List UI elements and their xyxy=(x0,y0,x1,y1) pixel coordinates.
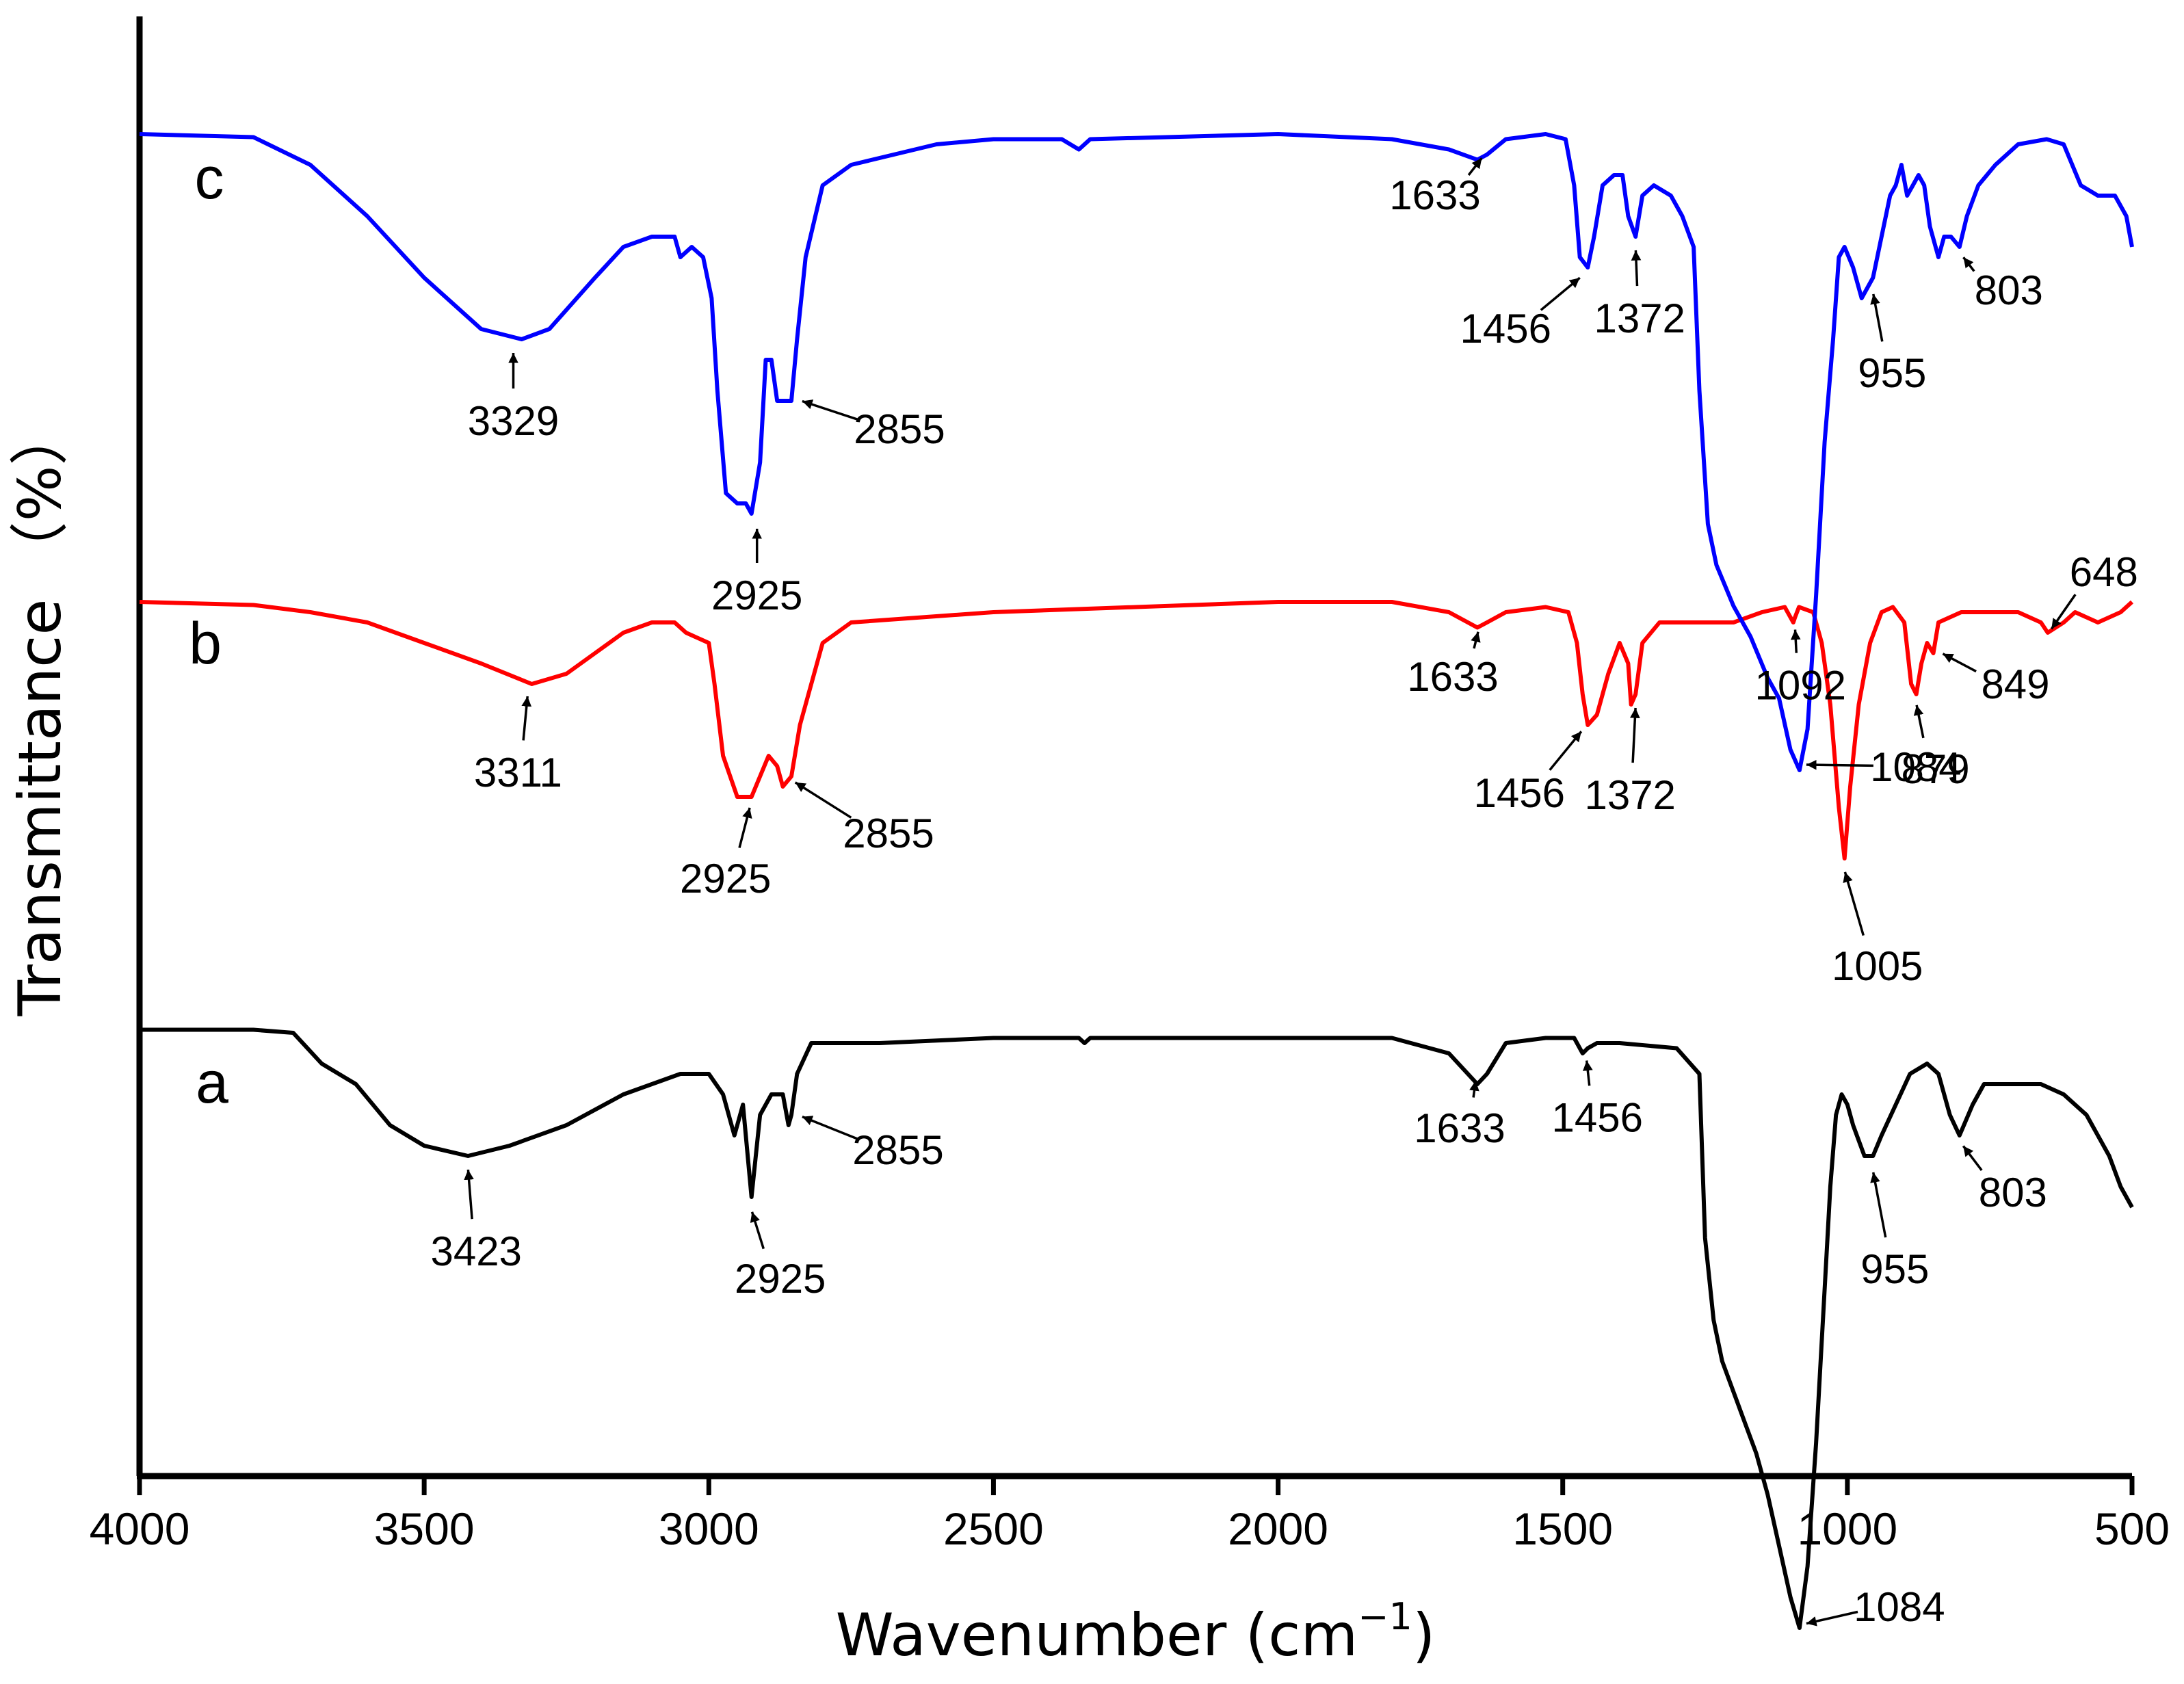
annotation-label: 3311 xyxy=(474,750,562,795)
x-tick-label: 4000 xyxy=(90,1503,190,1554)
x-tick-label: 2000 xyxy=(1228,1503,1328,1554)
annotation-arrow xyxy=(1790,629,1801,653)
y-axis-title: Transmittance （%） xyxy=(6,407,75,1017)
x-ticks: 4000 3500 3000 2500 2000 1500 1000 500 xyxy=(90,1476,2170,1554)
annotation-arrow xyxy=(1870,1172,1887,1238)
x-axis-unit: cm xyxy=(1268,1601,1358,1670)
series-layer xyxy=(139,132,2134,1630)
annotation-label: 2925 xyxy=(735,1256,826,1302)
annotation-label: 849 xyxy=(1981,661,2049,707)
x-tick-label: 1000 xyxy=(1797,1503,1897,1554)
annotation-arrow xyxy=(464,1169,474,1220)
series-label-b: b xyxy=(189,611,222,676)
annotation-label: 879 xyxy=(1902,746,1970,792)
series-line-c xyxy=(139,132,2134,772)
annotation-label: 955 xyxy=(1858,350,1926,396)
annotation-label: 1633 xyxy=(1389,172,1480,218)
annotation-arrow xyxy=(2050,594,2077,630)
annotation-arrow xyxy=(1942,653,1977,673)
annotation-label: 3329 xyxy=(468,398,559,444)
annotation-label: 1092 xyxy=(1755,663,1846,709)
annotation-label: 1456 xyxy=(1460,306,1551,352)
x-tick-label: 3000 xyxy=(659,1503,759,1554)
annotation-arrow xyxy=(1471,631,1481,649)
annotation-arrow xyxy=(1870,293,1884,342)
x-tick-label: 1500 xyxy=(1512,1503,1613,1554)
annotation-label: 1372 xyxy=(1584,772,1675,818)
axes xyxy=(136,16,2132,1479)
annotation-arrow xyxy=(1469,1080,1479,1098)
annotation-arrow xyxy=(1962,1145,1983,1171)
annotation-label: 3423 xyxy=(430,1228,521,1274)
annotation-arrow xyxy=(738,807,752,848)
annotation-label: 955 xyxy=(1860,1246,1929,1292)
series-line-b xyxy=(139,600,2134,860)
annotation-arrow xyxy=(802,399,859,421)
annotation-arrow xyxy=(1582,1060,1593,1086)
annotation-arrow xyxy=(802,1115,858,1140)
annotation-label: 1372 xyxy=(1594,295,1685,341)
annotation-arrow xyxy=(1806,1610,1858,1627)
annotation-arrow xyxy=(1540,276,1581,311)
annotation-label: 2855 xyxy=(854,406,945,452)
x-axis-title: Wavenumber (cm−1) xyxy=(836,1595,1436,1670)
annotation-label: 1633 xyxy=(1414,1105,1505,1151)
annotation-arrow xyxy=(1962,256,1975,272)
annotation-arrow xyxy=(1631,250,1642,287)
annotation-label: 2855 xyxy=(852,1127,943,1173)
annotation-label: 803 xyxy=(1975,267,2043,313)
annotation-label: 1084 xyxy=(1854,1584,1945,1630)
x-axis-title-text: Wavenumber xyxy=(836,1601,1227,1670)
annotation-label: 1633 xyxy=(1407,654,1498,700)
annotation-label: 1084 xyxy=(1870,744,1961,790)
annotation-label: 1456 xyxy=(1474,770,1565,816)
annotation-arrow xyxy=(1549,731,1583,771)
x-tick-label: 3500 xyxy=(374,1503,475,1554)
annotation-label: 2925 xyxy=(711,573,802,618)
series-line-a xyxy=(140,1027,2134,1630)
annotation-arrow xyxy=(750,1211,765,1250)
series-label-a: a xyxy=(196,1050,228,1116)
annotation-label: 2855 xyxy=(843,811,934,856)
annotation-arrow xyxy=(794,781,852,819)
annotation-label: 1456 xyxy=(1552,1095,1643,1141)
annotation-label: 648 xyxy=(2070,549,2138,595)
annotation-arrow xyxy=(521,696,532,741)
annotation-label: 1005 xyxy=(1832,943,1923,989)
series-labels: a b c xyxy=(189,146,228,1116)
series-label-c: c xyxy=(195,146,224,211)
annotation-arrow xyxy=(1843,871,1865,936)
x-axis-unit-exponent: −1 xyxy=(1358,1595,1412,1638)
x-tick-label: 500 xyxy=(2094,1503,2170,1554)
x-tick-label: 2500 xyxy=(943,1503,1044,1554)
annotation-label: 803 xyxy=(1979,1170,2047,1215)
annotation-label: 2925 xyxy=(680,856,771,902)
annotation-layer: 3329 2925 2855 1633 1456 1372 1084 955 803 3311 29… xyxy=(430,157,2138,1630)
annotation-arrow xyxy=(1630,707,1640,763)
annotation-arrow xyxy=(1467,157,1483,176)
annotation-arrow xyxy=(1913,705,1925,739)
